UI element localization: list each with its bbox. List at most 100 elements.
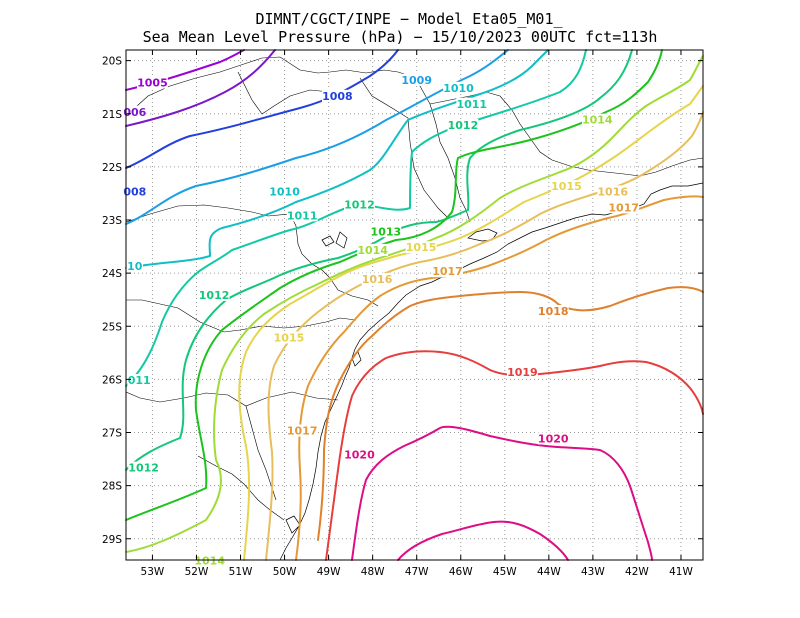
isobar-label-bg [127,374,152,387]
longitude-axis: 53W 52W 51W 50W 49W 48W 47W 46W 45W 44W 43W 42W 41W [141,50,693,578]
isobar-1014 [125,55,704,553]
isobar-label: 1011 [287,209,318,222]
isobar-label-bg [269,185,300,198]
isobar-label-bg [137,76,168,89]
isobar-label-bg [537,304,569,317]
map-frame: 1005006100800810091010101010101110110111… [123,49,704,568]
isobar-label-bg [581,113,613,126]
isobar-label: 1017 [287,425,318,438]
isobar-labels: 1005006100800810091010101010101110110111… [123,73,640,568]
isobar-label: 1014 [194,555,225,568]
isobar-label: 1012 [344,199,375,212]
y-tick-label: 29S [102,534,122,546]
isobar-label-bg [447,119,479,132]
title-line-1: DIMNT/CGCT/INPE − Model Eta05_M01_ [255,10,563,28]
x-tick-label: 42W [625,566,649,578]
x-tick-label: 53W [141,566,165,578]
isobar-label-bg [401,73,433,86]
isobar-label-bg [551,180,582,193]
isobar-label-bg [597,185,629,198]
isobars [125,49,704,561]
isobar-label-bg [432,265,463,278]
y-tick-label: 27S [102,428,122,440]
isobar-label-bg [608,201,640,214]
x-tick-label: 50W [273,566,297,578]
state-borders [125,56,471,223]
isobar-label: 006 [123,106,146,119]
isobar-label: 1012 [199,289,230,302]
isobar-label: 1020 [344,448,375,461]
isobar-label: 1016 [597,185,628,198]
isobar-1009 [125,49,509,225]
isobar-label: 1005 [137,77,168,90]
isobar-label: 1010 [443,82,474,95]
isobar-1008 [125,49,399,169]
y-tick-label: 21S [102,109,122,121]
coastline [279,182,704,561]
y-tick-label: 20S [102,56,122,68]
isobar-label: 1015 [551,180,582,193]
isobar-label-bg [344,448,375,461]
x-tick-label: 41W [669,566,693,578]
isobar-1018 [317,286,704,541]
isobar-label-bg [123,105,147,118]
isobar-label: 1014 [357,244,388,257]
isobar-1016 [265,111,704,561]
isobar-label: 1010 [269,185,300,198]
isobar-1020 [351,425,653,561]
isobar-1019 [325,350,704,561]
isobar-label: 10 [127,260,143,273]
isobar-label-bg [286,424,318,437]
y-tick-label: 23S [102,215,122,227]
isobar-label: 1009 [401,74,432,87]
isobar-label-bg [123,185,147,198]
x-tick-label: 51W [229,566,253,578]
isobar-label-bg [370,225,402,238]
title-line-2: Sea Mean Level Pressure (hPa) − 15/10/20… [143,28,658,46]
isobar-label: 1011 [456,98,487,111]
latitude-axis: 20S 21S 22S 23S 24S 25S 26S 27S 28S 29S [102,56,703,546]
isobar-label: 1019 [507,366,538,379]
x-tick-label: 44W [537,566,561,578]
isobar-label: 1020 [538,432,569,445]
x-tick-label: 48W [361,566,385,578]
isobar-label: 1012 [128,462,159,475]
isobar-label: 008 [123,185,146,198]
x-tick-label: 52W [185,566,209,578]
isobar-label-bg [194,554,226,567]
isobar-1020 [397,520,569,561]
isobar-label-bg [507,366,538,379]
isobar-label: 1015 [274,332,305,345]
x-tick-label: 45W [493,566,517,578]
isobar-label-bg [443,81,474,94]
isobar-label: 1016 [362,273,393,286]
plot-border [125,49,704,561]
isobar-label: 1008 [322,90,353,103]
y-tick-label: 25S [102,321,122,333]
x-tick-label: 43W [581,566,605,578]
isobar-label-bg [344,198,375,211]
y-tick-label: 24S [102,268,122,280]
isobar-1010 [125,49,549,269]
x-tick-label: 49W [317,566,341,578]
isobar-1006 [125,49,276,127]
isobar-label: 1017 [608,201,639,214]
isobar-label-bg [273,331,305,344]
isobar-label: 1014 [582,114,613,127]
isobar-label: 011 [128,374,151,387]
isobar-label-bg [286,209,318,222]
y-tick-label: 26S [102,374,122,386]
isobar-label: 1018 [538,305,569,318]
isobar-label-bg [456,97,488,110]
isobar-label: 1013 [371,225,402,238]
isobar-label-bg [405,241,437,254]
y-tick-label: 28S [102,481,122,493]
isobar-label-bg [537,432,569,445]
x-tick-label: 46W [449,566,473,578]
isobar-label-bg [357,243,389,256]
isobar-label-bg [128,461,160,474]
isobar-label: 1012 [448,119,479,132]
isobar-label-bg [322,89,353,102]
x-tick-label: 47W [405,566,429,578]
